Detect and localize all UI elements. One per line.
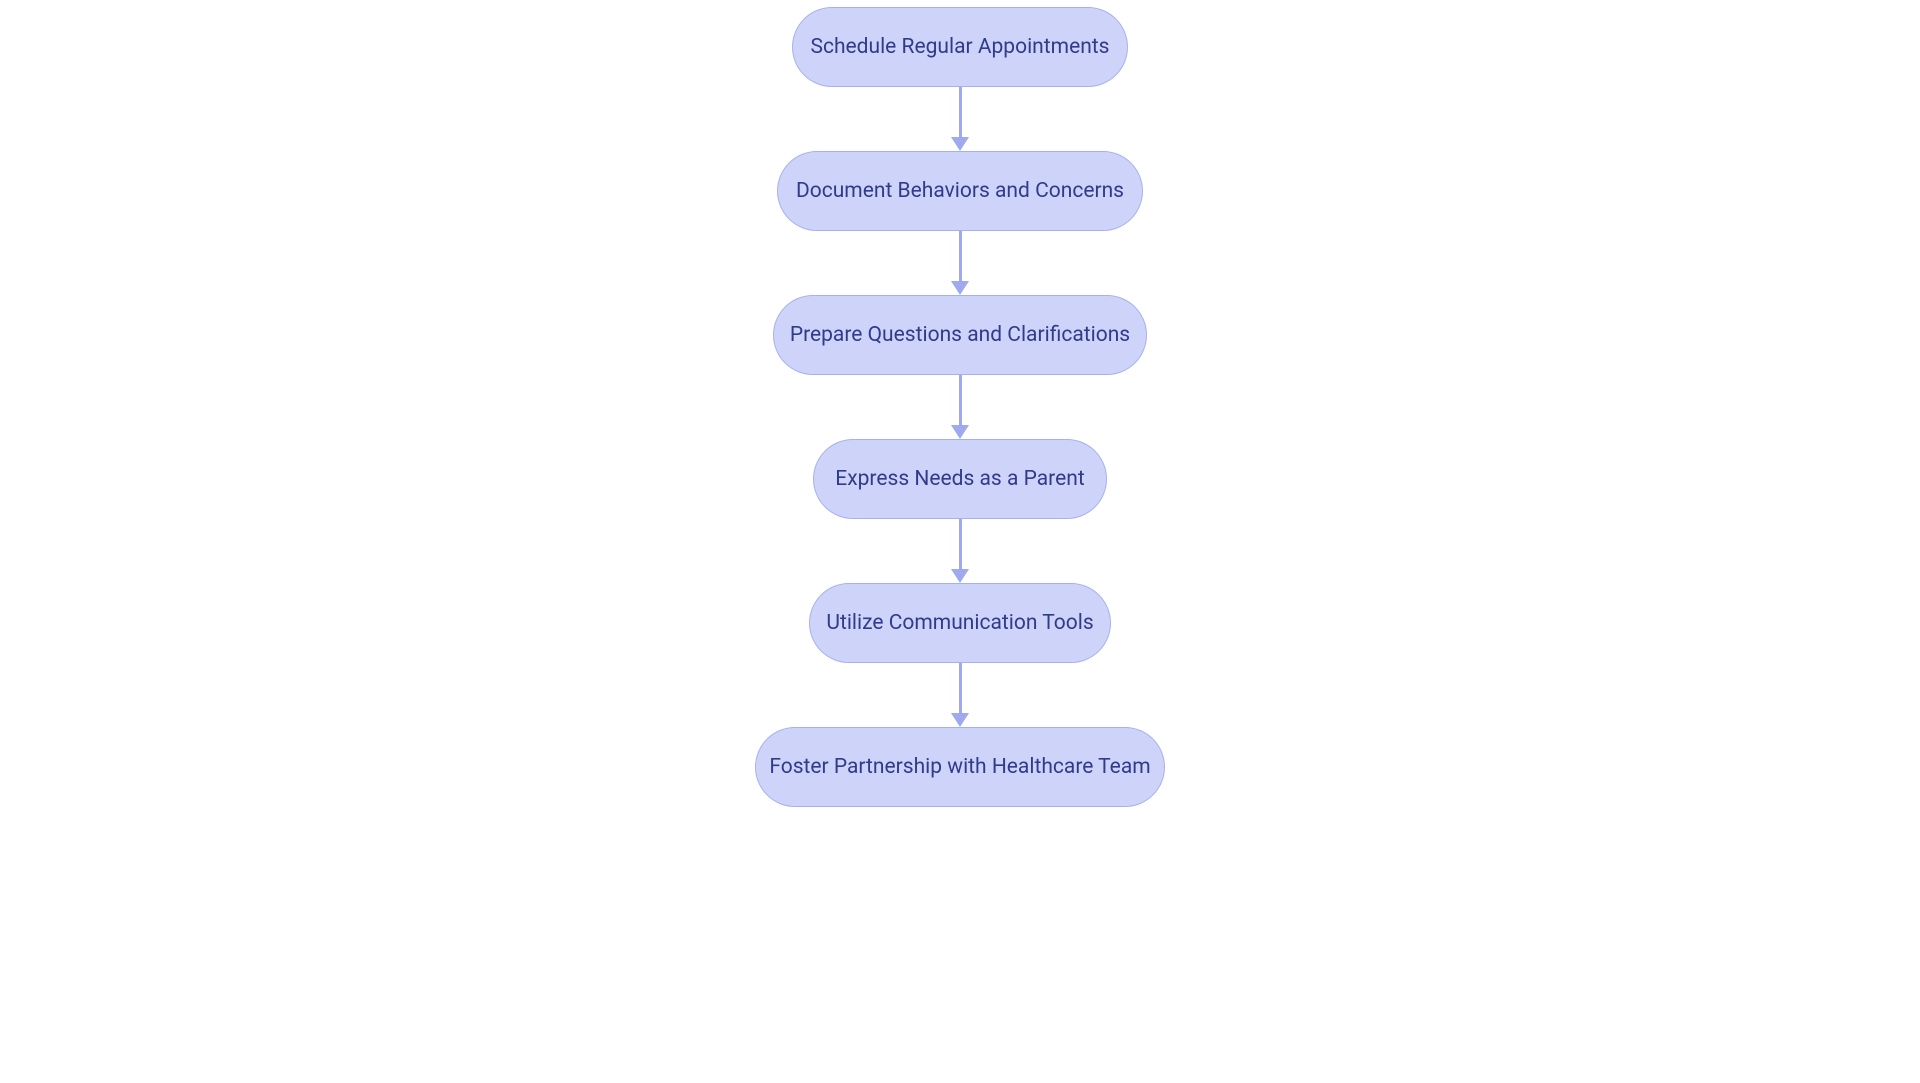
arrow-line [959,375,962,425]
flowchart-node: Utilize Communication Tools [809,583,1111,663]
flowchart-node: Foster Partnership with Healthcare Team [755,727,1165,807]
arrow-head-icon [951,137,969,151]
flowchart-node: Document Behaviors and Concerns [777,151,1143,231]
arrow-head-icon [951,281,969,295]
flowchart-node-label: Schedule Regular Appointments [810,35,1109,59]
flowchart-node-label: Foster Partnership with Healthcare Team [769,755,1150,779]
flowchart-arrow [951,87,969,151]
flowchart-arrow [951,375,969,439]
arrow-line [959,519,962,569]
flowchart-container: Schedule Regular Appointments Document Be… [755,7,1165,807]
arrow-line [959,87,962,137]
flowchart-node-label: Utilize Communication Tools [826,611,1093,635]
arrow-line [959,663,962,713]
flowchart-node: Prepare Questions and Clarifications [773,295,1147,375]
flowchart-node: Express Needs as a Parent [813,439,1107,519]
flowchart-arrow [951,231,969,295]
arrow-head-icon [951,713,969,727]
flowchart-node-label: Document Behaviors and Concerns [796,179,1124,203]
arrow-head-icon [951,425,969,439]
flowchart-node-label: Express Needs as a Parent [835,467,1084,491]
flowchart-node-label: Prepare Questions and Clarifications [790,323,1130,347]
flowchart-arrow [951,663,969,727]
arrow-line [959,231,962,281]
arrow-head-icon [951,569,969,583]
flowchart-arrow [951,519,969,583]
flowchart-node: Schedule Regular Appointments [792,7,1128,87]
